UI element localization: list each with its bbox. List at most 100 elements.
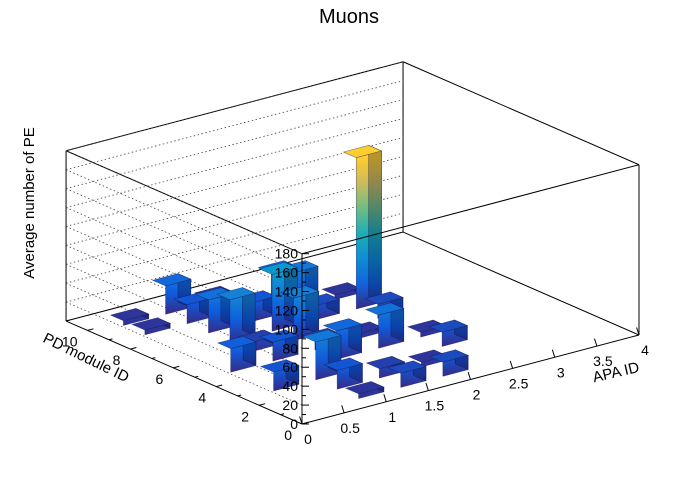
front-edges: [65, 61, 640, 425]
x-tick-mark: [467, 371, 471, 380]
x-tick-mark: [551, 349, 556, 358]
right-top-edge: [402, 61, 640, 166]
bar-top-face: [109, 308, 150, 322]
bar: [216, 287, 257, 343]
x-tick-mark: [299, 416, 303, 425]
bar: [259, 329, 299, 362]
bar: [322, 318, 363, 360]
bar-top-face: [321, 282, 362, 296]
y-tick-label: 8: [113, 352, 121, 368]
y-minor-tick: [151, 357, 156, 359]
z-tick-label: 20: [282, 397, 298, 413]
x-tick-label: 3.5: [593, 353, 613, 369]
z-tick-label: 60: [282, 359, 298, 375]
grid-line-left: [65, 150, 303, 255]
bar-top-face: [301, 329, 342, 343]
x-tick-mark: [383, 394, 387, 402]
grid-line-left: [65, 282, 303, 387]
grid-line-back: [65, 193, 404, 284]
x-tick-mark: [593, 338, 598, 347]
floor-right-edge: [402, 231, 640, 336]
y-tick-label: 0: [284, 427, 292, 443]
bar-top-face: [386, 360, 427, 374]
y-tick-mark: [216, 384, 223, 388]
bar-side-shade: [368, 145, 382, 303]
bar-top-face: [259, 359, 300, 373]
y-minor-tick: [108, 338, 113, 341]
z-tick-label: 180: [275, 246, 299, 262]
bar: [109, 307, 150, 326]
z-tick-label: 40: [282, 378, 298, 394]
bar: [364, 302, 405, 349]
x-tick-label: 1.5: [425, 398, 445, 414]
bar-top-face: [323, 357, 364, 371]
bar-top-face: [342, 145, 383, 158]
z-tick-label: 0: [290, 416, 298, 432]
grid-line-back: [65, 174, 404, 265]
bar: [301, 329, 342, 381]
tick-labels: 0 20 40 60 80 100 120 140 160 180 0 0.5 1 1.5 2 2.5 3 3.5…: [62, 246, 649, 447]
bar: [259, 359, 300, 392]
x-tick-label: 2: [473, 387, 481, 403]
bar: [342, 144, 383, 310]
bar-top-face: [216, 287, 257, 301]
bar-side-shade: [305, 285, 319, 334]
bar: [300, 293, 341, 321]
x-tick-mark: [636, 327, 640, 336]
grid-line-back: [65, 118, 404, 208]
grid-line-left: [65, 207, 303, 311]
bar: [216, 335, 257, 373]
bar-top-face: [259, 329, 299, 343]
z-tick-label: 160: [275, 265, 299, 281]
z-tick-label: 140: [275, 284, 299, 300]
bar-top-face: [344, 381, 385, 395]
bar: [344, 381, 385, 399]
y-minor-tick: [65, 319, 70, 322]
y-tick-label: 4: [198, 390, 206, 406]
chart-title: Muons: [319, 6, 379, 28]
grid-line-left: [65, 169, 303, 274]
grid-line-left: [65, 301, 303, 406]
y-tick-mark: [87, 328, 94, 331]
y-tick-mark: [258, 403, 266, 406]
bar-top-face: [364, 302, 405, 316]
bar-top-face: [279, 285, 320, 299]
bar-top-face: [131, 317, 172, 331]
z-tick-label: 120: [275, 302, 299, 318]
front-top-edge: [301, 164, 640, 255]
z-tick-label: 100: [275, 321, 299, 337]
y-minor-tick: [194, 375, 199, 378]
bar: [279, 285, 320, 341]
back-planes: [65, 61, 404, 425]
bar: [428, 319, 469, 347]
bar-side-shade: [348, 318, 362, 353]
y-tick-mark: [301, 421, 309, 425]
bar: [323, 357, 364, 390]
floor-left-edge: [65, 320, 303, 425]
x-tick-label: 0.5: [340, 420, 360, 436]
y-tick-label: 2: [241, 408, 249, 424]
z-tick-label: 80: [282, 340, 298, 356]
x-tick-label: 1: [388, 409, 396, 425]
x-tick-label: 3: [557, 364, 565, 380]
y-minor-tick: [280, 413, 285, 416]
bar: [429, 349, 470, 377]
grid-line-back: [65, 155, 404, 246]
x-tick-label: 2.5: [509, 375, 529, 391]
x-tick-label: 4: [641, 342, 649, 358]
bar: [151, 273, 192, 315]
y-tick-label: 10: [62, 333, 78, 349]
y-tick-label: 6: [156, 371, 164, 387]
grid-line-left: [65, 263, 303, 368]
bar-side-shade: [242, 287, 256, 336]
z-axis-label: Average number of PE: [21, 127, 38, 278]
x-tick-mark: [341, 405, 345, 414]
bar-top-face: [151, 273, 192, 287]
x-tick-mark: [425, 382, 429, 391]
bar: [386, 360, 427, 388]
bars-layer: [109, 144, 470, 399]
bar-side-shade: [390, 302, 404, 342]
bar-top-face: [363, 291, 404, 305]
